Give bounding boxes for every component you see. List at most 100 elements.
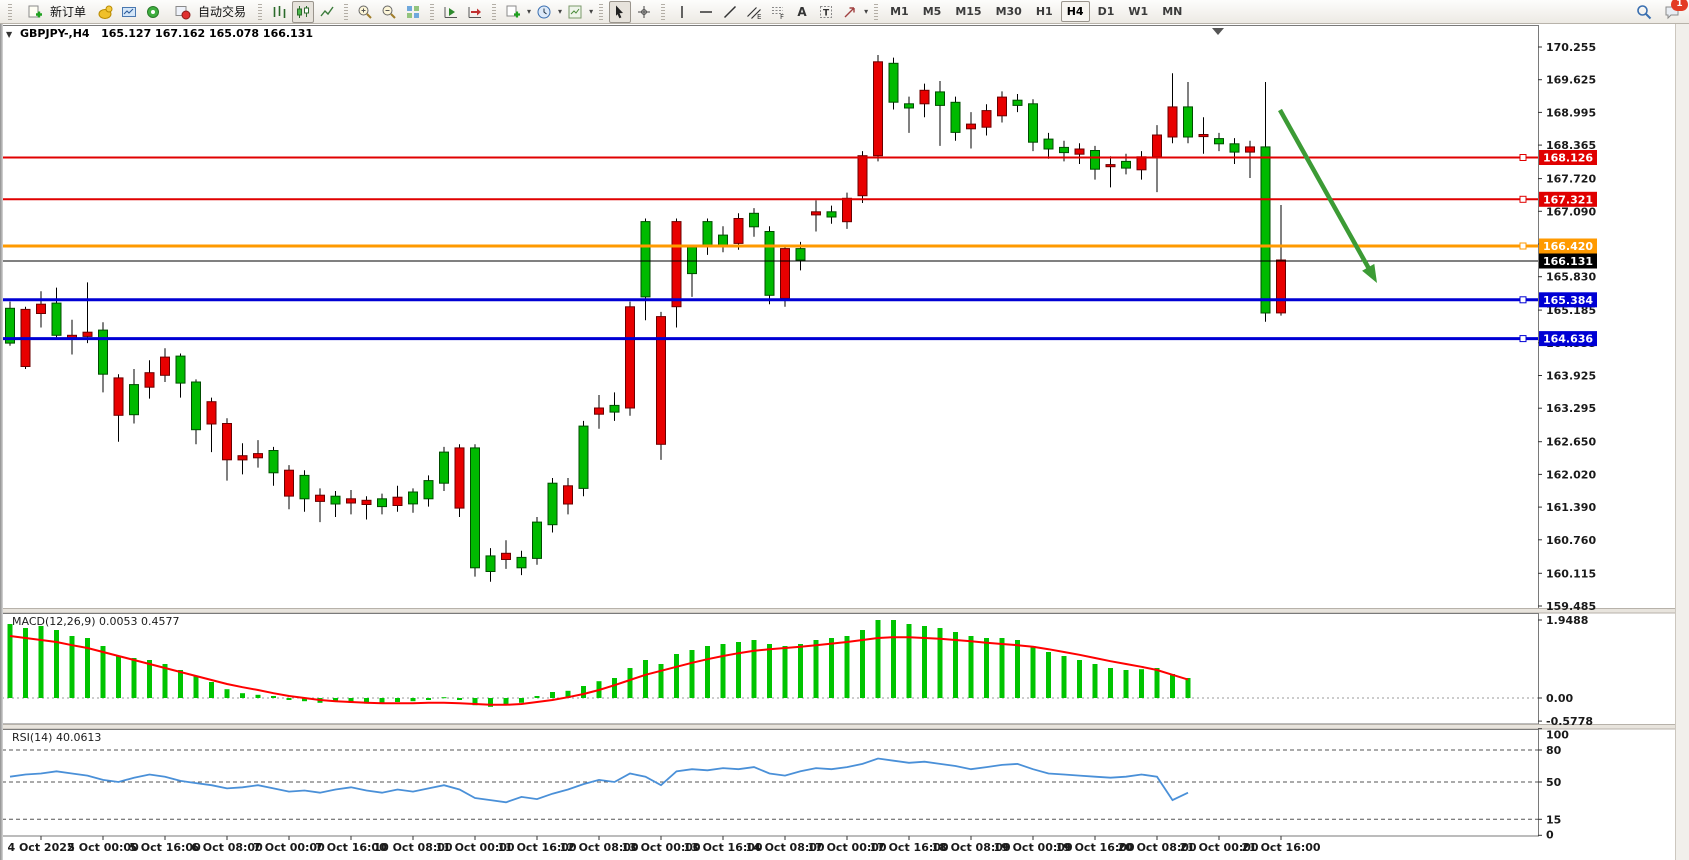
toolbar-grip[interactable] bbox=[8, 3, 12, 20]
chart-symbol-period: GBPJPY-,H4 bbox=[20, 27, 90, 40]
rsi-line bbox=[9, 757, 1189, 804]
new-chart-caret-icon[interactable]: ▾ bbox=[527, 7, 532, 16]
zoom-in-icon[interactable] bbox=[354, 1, 376, 23]
bar-chart-mode-icon[interactable] bbox=[268, 1, 290, 23]
chart-collapse-icon[interactable]: ▼ bbox=[6, 30, 13, 39]
chart-area[interactable]: 170.255 169.625 168.995 168.365 167.720 167.0… bbox=[0, 24, 1689, 860]
macd-histogram-bar bbox=[813, 640, 819, 698]
new-order-button[interactable]: 新订单 bbox=[18, 0, 92, 26]
trend-arrow[interactable] bbox=[1278, 108, 1377, 283]
candle-body bbox=[842, 197, 852, 223]
toolbar-grip[interactable] bbox=[344, 3, 349, 20]
templates-icon[interactable] bbox=[564, 1, 586, 23]
candle-body bbox=[36, 303, 46, 315]
macd-histogram-bar bbox=[488, 698, 493, 707]
timeframe-m1[interactable]: M1 bbox=[890, 5, 909, 18]
price-tick-label: 162.650 bbox=[1546, 436, 1596, 449]
chat-icon[interactable]: 1 bbox=[1661, 0, 1688, 23]
auto-trading-label: 自动交易 bbox=[198, 5, 247, 19]
toolbar-grip[interactable] bbox=[258, 3, 263, 20]
arrows-tool-icon[interactable] bbox=[839, 1, 861, 23]
candle-body bbox=[1167, 106, 1178, 138]
price-badge-label: 166.131 bbox=[1543, 255, 1593, 268]
auto-trading-button[interactable]: 自动交易 bbox=[166, 0, 252, 26]
text-label-tool-icon[interactable]: T bbox=[815, 1, 837, 23]
trendline-tool-icon[interactable] bbox=[719, 1, 741, 23]
candle-body bbox=[160, 356, 170, 376]
line-anchor[interactable] bbox=[1519, 335, 1527, 343]
timeframe-m5[interactable]: M5 bbox=[922, 5, 942, 18]
line-anchor[interactable] bbox=[1519, 296, 1527, 304]
timeframe-h1[interactable]: H1 bbox=[1035, 5, 1053, 18]
toolbar-grip[interactable] bbox=[661, 3, 666, 20]
candle-body bbox=[470, 447, 480, 569]
timeframe-m15[interactable]: M15 bbox=[955, 5, 982, 18]
signals-icon[interactable] bbox=[142, 1, 164, 23]
publisher-icon[interactable] bbox=[94, 1, 116, 23]
candle-body bbox=[702, 221, 713, 248]
macd-histogram-bar bbox=[333, 698, 338, 702]
price-badge bbox=[1539, 191, 1597, 207]
macd-histogram-bar bbox=[162, 664, 168, 698]
macd-histogram-bar bbox=[736, 642, 741, 698]
candle-body bbox=[547, 482, 558, 526]
horizontal-line-tool-icon[interactable] bbox=[695, 1, 717, 23]
candle-body bbox=[1245, 146, 1255, 153]
macd-indicator-label: MACD(12,26,9) 0.0053 0.4577 bbox=[12, 615, 180, 628]
timeframe-mn[interactable]: MN bbox=[1162, 5, 1183, 18]
candle-body bbox=[749, 212, 759, 228]
text-tool-icon[interactable]: A bbox=[797, 4, 807, 19]
zoom-out-icon[interactable] bbox=[378, 1, 400, 23]
cursor-tool-icon[interactable] bbox=[609, 0, 632, 23]
macd-histogram-bar bbox=[1092, 664, 1098, 698]
market-watch-window-icon[interactable] bbox=[118, 1, 140, 23]
vertical-line-tool-icon[interactable] bbox=[671, 1, 693, 23]
timeframe-d1[interactable]: D1 bbox=[1097, 5, 1115, 18]
rsi-tick-label: 50 bbox=[1546, 776, 1562, 789]
rsi-tick-label: 15 bbox=[1546, 813, 1561, 826]
candle-body bbox=[1074, 148, 1085, 155]
time-tick-label: 11 Oct 00:00 bbox=[435, 841, 514, 854]
search-icon[interactable] bbox=[1633, 1, 1655, 23]
arrows-tool-caret-icon[interactable]: ▾ bbox=[864, 7, 869, 16]
chart-canvas[interactable]: 170.255 169.625 168.995 168.365 167.720 167.0… bbox=[0, 24, 1689, 860]
main-toolbar: 新订单 自动交易 ▾ bbox=[0, 0, 1689, 24]
timeframe-h4[interactable]: H4 bbox=[1060, 1, 1090, 22]
timeframe-w1[interactable]: W1 bbox=[1128, 5, 1149, 18]
period-caret-icon[interactable]: ▾ bbox=[558, 7, 563, 16]
line-anchor[interactable] bbox=[1519, 242, 1527, 250]
tile-windows-icon[interactable] bbox=[402, 1, 424, 23]
macd-histogram-bar bbox=[534, 696, 540, 698]
toolbar-grip[interactable] bbox=[874, 3, 879, 20]
crosshair-tool-icon[interactable] bbox=[633, 1, 655, 23]
price-tick-label: 167.720 bbox=[1546, 173, 1596, 186]
time-tick-label: 19 Oct 16:00 bbox=[1055, 841, 1134, 854]
chart-shift-icon[interactable] bbox=[464, 1, 486, 23]
candle-body bbox=[1260, 146, 1271, 314]
price-tick-label: 159.485 bbox=[1546, 600, 1596, 613]
line-anchor[interactable] bbox=[1519, 195, 1527, 203]
templates-caret-icon[interactable]: ▾ bbox=[589, 7, 594, 16]
period-clock-icon[interactable] bbox=[533, 1, 555, 23]
candle-body bbox=[826, 211, 837, 218]
timeframe-m30[interactable]: M30 bbox=[995, 5, 1022, 18]
line-anchor[interactable] bbox=[1519, 154, 1527, 161]
candle-body bbox=[811, 211, 821, 216]
new-chart-icon[interactable] bbox=[502, 1, 524, 23]
channel-tool-icon[interactable]: E bbox=[743, 1, 765, 23]
candle-body bbox=[330, 495, 341, 505]
candle-body bbox=[408, 491, 418, 505]
time-tick-label: 14 Oct 08:00 bbox=[745, 841, 824, 854]
line-chart-mode-icon[interactable] bbox=[316, 1, 338, 23]
fibonacci-tool-icon[interactable]: F bbox=[767, 1, 789, 23]
toolbar-grip[interactable] bbox=[599, 3, 604, 20]
macd-histogram-bar bbox=[937, 628, 943, 698]
toolbar-grip[interactable] bbox=[492, 3, 497, 20]
toolbar-grip[interactable] bbox=[430, 3, 435, 20]
candle-body bbox=[299, 474, 310, 500]
price-tick-label: 165.185 bbox=[1546, 304, 1596, 317]
auto-scroll-icon[interactable] bbox=[440, 1, 462, 23]
chart-shift-marker[interactable] bbox=[1212, 28, 1224, 35]
candlestick-mode-icon[interactable] bbox=[292, 0, 315, 23]
candle-body bbox=[1276, 259, 1286, 314]
